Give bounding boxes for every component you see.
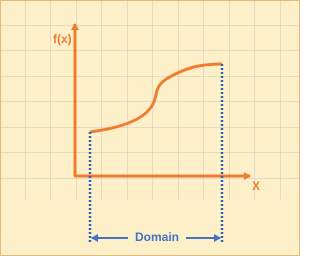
domain-label: Domain xyxy=(135,230,179,244)
x-axis-label: X xyxy=(252,179,260,193)
y-axis-label: f(x) xyxy=(53,32,72,46)
function-curve xyxy=(89,62,223,134)
domain-label-bg xyxy=(128,229,186,247)
diagram: f(x) X Domain xyxy=(0,0,300,256)
page: f(x) X Domain (() => { const data = JSON… xyxy=(0,0,300,256)
grid xyxy=(0,0,300,200)
